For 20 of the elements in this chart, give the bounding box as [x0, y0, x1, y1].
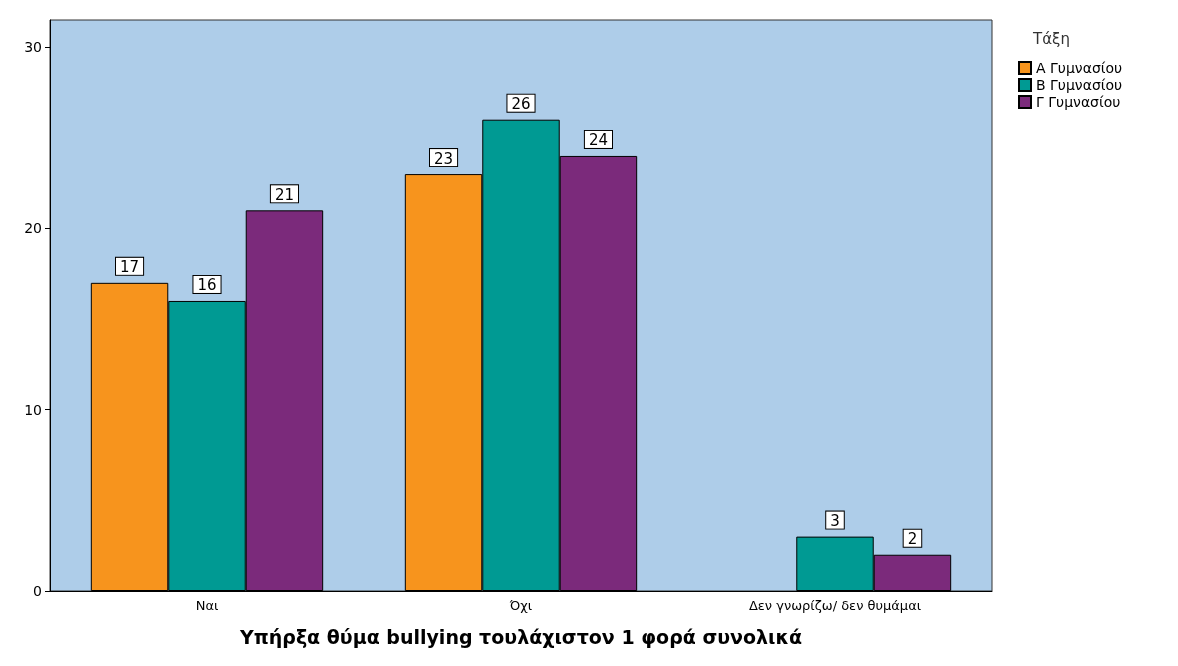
data-label: 23 [434, 149, 454, 168]
y-tick-label: 30 [24, 39, 42, 56]
x-tick-label: Όχι [508, 598, 533, 613]
x-tick-label: Δεν γνωρίζω/ δεν θυμάμαι [748, 598, 922, 613]
data-label: 26 [511, 95, 531, 114]
y-tick-label: 0 [33, 583, 42, 599]
y-tick-label: 20 [24, 220, 42, 237]
data-label: 16 [197, 276, 217, 295]
data-label: 17 [120, 258, 140, 277]
x-tick-label: Ναι [195, 598, 219, 613]
legend-label: Β Γυμνασίου [1036, 77, 1123, 93]
legend-label: Γ Γυμνασίου [1036, 94, 1121, 110]
legend-label: Α Γυμνασίου [1036, 60, 1123, 76]
data-label: 2 [907, 530, 918, 549]
x-axis-title: Υπήρξα θύμα bullying τουλάχιστον 1 φορά συνολικά [238, 625, 803, 648]
data-label: 24 [588, 131, 608, 150]
y-tick-label: 10 [24, 401, 42, 418]
legend-title: Τάξη [1032, 29, 1070, 48]
data-label: 3 [830, 512, 840, 531]
data-label: 21 [274, 185, 294, 204]
